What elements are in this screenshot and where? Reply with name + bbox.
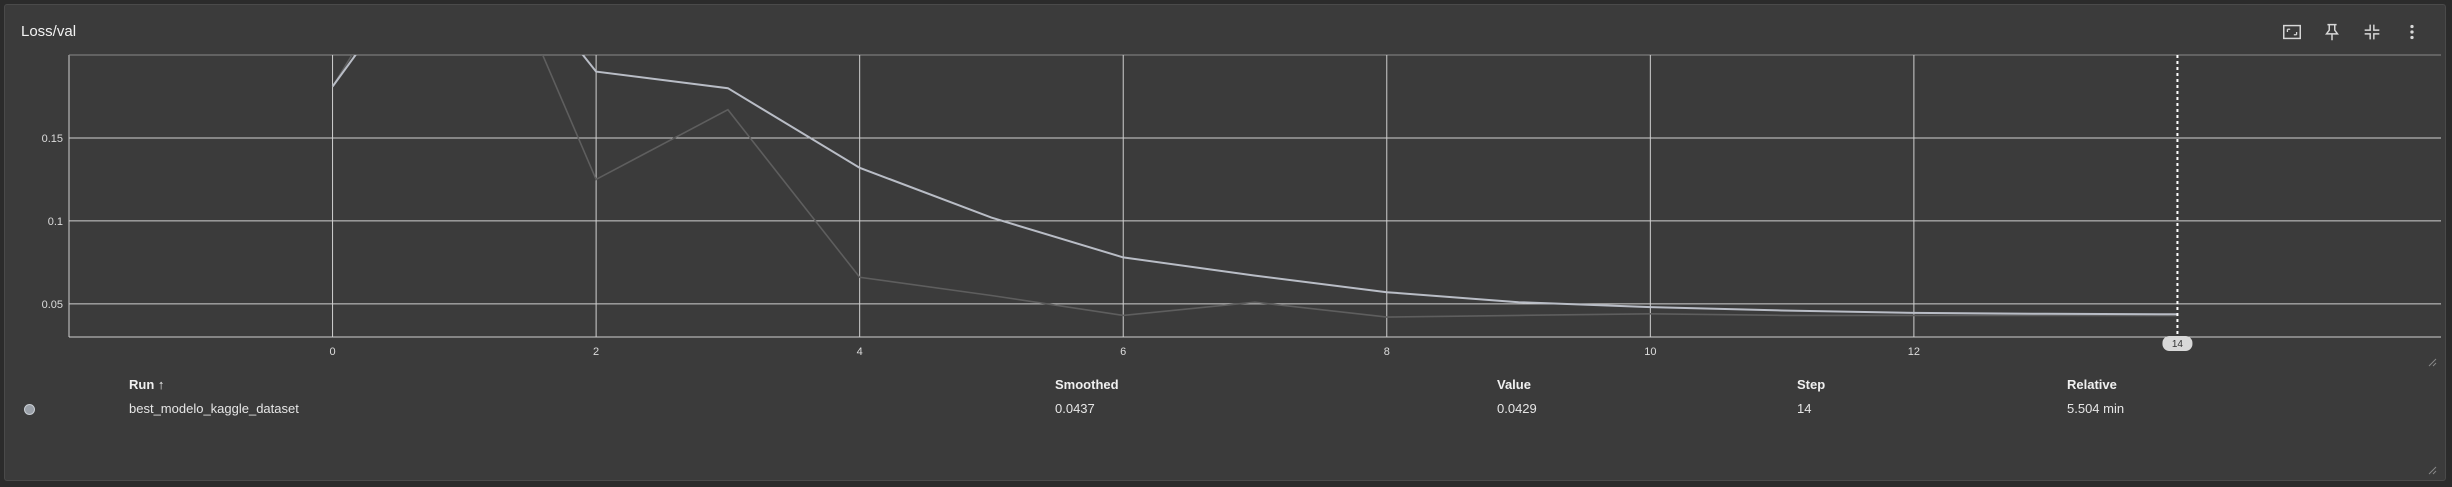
hover-step-label: 14 (2172, 339, 2184, 350)
card-toolbar (2279, 19, 2425, 45)
card-title: Loss/val (21, 23, 77, 40)
x-tick-label: 6 (1120, 346, 1126, 358)
x-tick-label: 0 (329, 346, 335, 358)
pin-icon (2325, 23, 2339, 41)
header-step[interactable]: Step (1797, 377, 1826, 392)
more-vert-icon (2410, 24, 2414, 40)
scalar-card: Loss/val 0 2 4 6 8 10 12 0.05 0.1 0.15 14 (4, 4, 2446, 481)
more-button[interactable] (2399, 19, 2425, 45)
header-relative[interactable]: Relative (2067, 377, 2117, 392)
row-step: 14 (1797, 401, 1812, 416)
pin-button[interactable] (2319, 19, 2345, 45)
fit-domain-button[interactable] (2279, 19, 2305, 45)
fit-domain-icon (2283, 24, 2301, 40)
x-tick-label: 2 (593, 346, 599, 358)
row-relative: 5.504 min (2067, 401, 2125, 416)
row-smoothed: 0.0437 (1055, 401, 1095, 416)
hover-step-badge (2162, 336, 2193, 351)
y-tick-label: 0.15 (42, 133, 63, 145)
series-line-smoothed (331, 55, 2178, 316)
x-tick-label: 8 (1384, 346, 1390, 358)
y-tick-label: 0.1 (48, 216, 63, 228)
row-value: 0.0429 (1497, 401, 1537, 416)
chart-resize-handle[interactable] (2427, 357, 2437, 367)
line-chart[interactable]: 0 2 4 6 8 10 12 0.05 0.1 0.15 14 (5, 5, 2447, 365)
collapse-button[interactable] (2359, 19, 2385, 45)
x-tick-label: 12 (1908, 346, 1920, 358)
header-smoothed[interactable]: Smoothed (1055, 377, 1119, 392)
header-run[interactable]: Run ↑ (129, 377, 165, 392)
collapse-icon (2364, 24, 2380, 40)
x-tick-label: 4 (857, 346, 863, 358)
header-value[interactable]: Value (1497, 377, 1531, 392)
table-resize-handle[interactable] (2427, 465, 2437, 475)
run-color-dot (24, 404, 35, 415)
series-line-raw (331, 55, 2178, 318)
y-tick-label: 0.05 (42, 299, 63, 311)
row-run: best_modelo_kaggle_dataset (129, 401, 299, 416)
x-tick-label: 10 (1644, 346, 1656, 358)
